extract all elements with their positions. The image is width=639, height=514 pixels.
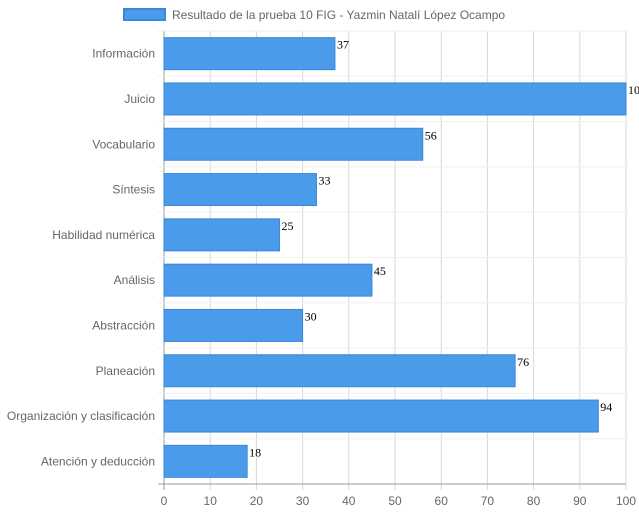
category-label: Juicio [124,92,155,106]
x-tick-label: 70 [481,494,495,508]
bars [163,37,627,478]
bar[interactable] [163,354,516,388]
category-label: Atención y deducción [41,454,155,468]
bar[interactable] [163,399,599,433]
x-tick-label: 10 [204,494,218,508]
data-labels: 37 100 56 33 25 45 30 76 94 18 [249,38,639,460]
data-label: 33 [318,174,330,188]
data-label: 25 [282,219,294,233]
x-tick-label: 60 [435,494,449,508]
data-label: 76 [517,355,529,369]
x-tick-label: 90 [573,494,587,508]
bar[interactable] [163,37,336,71]
bar[interactable] [163,127,424,161]
data-label: 94 [600,400,612,414]
x-tick-label: 80 [527,494,541,508]
category-label: Organización y clasificación [7,409,155,423]
category-label: Abstracción [92,318,155,332]
category-label: Síntesis [112,183,155,197]
x-tick-label: 30 [296,494,310,508]
bar[interactable] [163,82,627,116]
bar[interactable] [163,218,280,252]
data-label: 30 [305,309,317,323]
category-label: Planeación [96,364,155,378]
bar[interactable] [163,308,304,342]
x-tick-label: 0 [161,494,168,508]
category-label: Información [92,47,155,61]
category-label: Análisis [114,273,155,287]
legend-label: Resultado de la prueba 10 FIG - Yazmin N… [172,8,505,22]
bar[interactable] [163,173,317,207]
category-label: Vocabulario [92,137,155,151]
chart-legend[interactable]: Resultado de la prueba 10 FIG - Yazmin N… [123,8,505,22]
legend-swatch [123,8,166,21]
data-label: 56 [425,128,437,142]
x-tick-label: 100 [616,494,636,508]
data-label: 100 [628,83,639,97]
x-tick-label: 20 [250,494,264,508]
category-labels: Información Juicio Vocabulario Síntesis Habi… [7,47,155,469]
data-label: 45 [374,264,386,278]
data-label: 37 [337,38,349,52]
x-axis-ticks: 0 10 20 30 40 50 60 70 80 90 100 [161,494,637,508]
data-label: 18 [249,445,261,459]
x-tick-label: 50 [388,494,402,508]
bar[interactable] [163,263,373,297]
x-tick-label: 40 [342,494,356,508]
category-label: Habilidad numérica [52,228,155,242]
bar[interactable] [163,444,248,478]
